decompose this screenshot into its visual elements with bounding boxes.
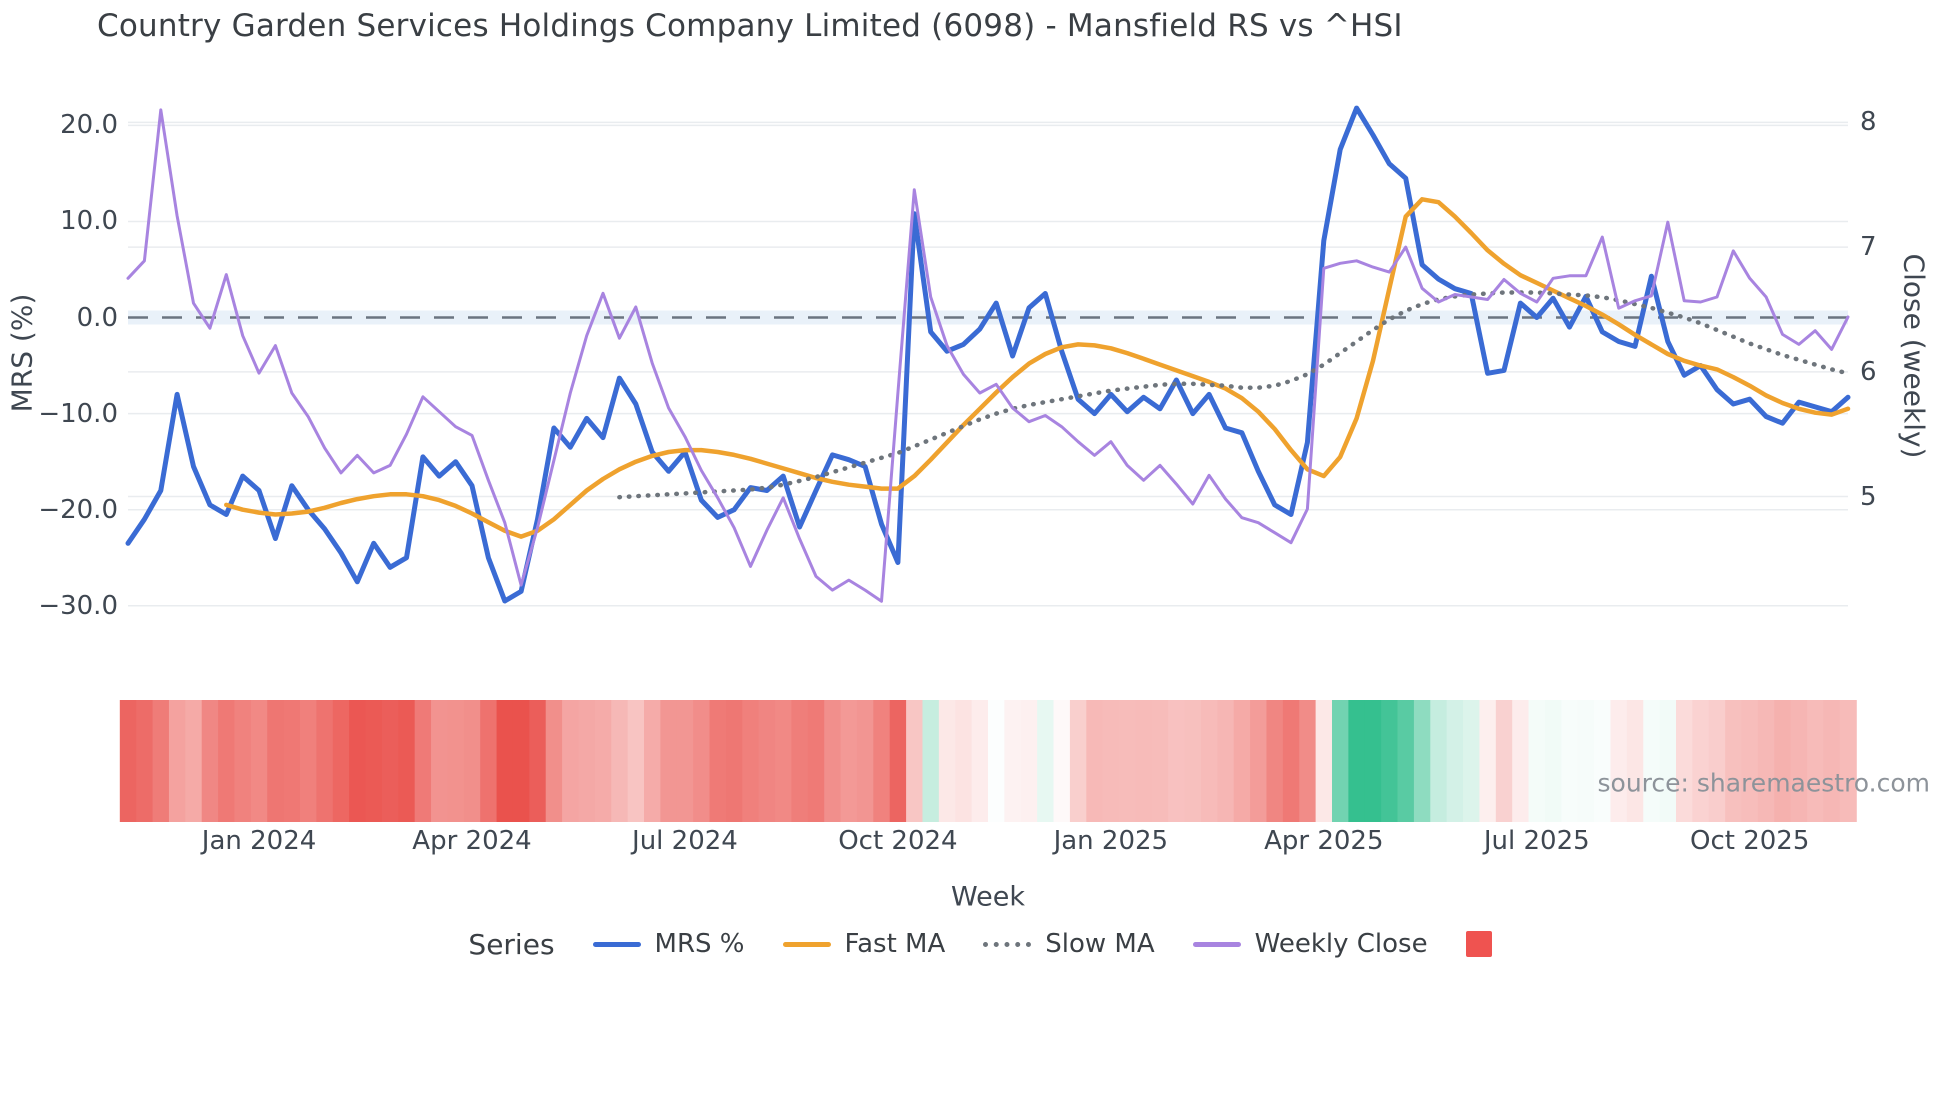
left-axis-tick: −20.0 [38,494,118,525]
series-lines [125,105,1851,604]
right-axis-tick: 7 [1860,232,1877,263]
legend-item-heatmap[interactable] [1465,931,1492,957]
legend-item-label: MRS % [654,929,745,959]
x-axis-tick: Jul 2024 [632,826,738,856]
legend-item-label: Weekly Close [1254,929,1428,959]
right-axis-title: Close (weekly) [1897,253,1931,459]
x-axis-tick: Apr 2025 [1264,826,1384,856]
x-axis-tick: Oct 2025 [1690,826,1810,856]
x-axis-tick: Jan 2025 [1053,826,1169,856]
x-axis-tick: Oct 2024 [838,826,958,856]
gridlines [128,121,1848,607]
page-title: Country Garden Services Holdings Company… [97,8,1403,44]
left-axis-tick: 10.0 [60,206,118,237]
legend-line-icon [1192,941,1241,947]
x-axis-tick: Jul 2025 [1483,826,1590,856]
series-line-fast-ma [224,197,1851,539]
legend-title: Series [468,927,555,961]
legend-item-weekly-close[interactable]: Weekly Close [1192,929,1428,959]
series-line-weekly-close [126,108,1850,603]
series-line-mrs- [125,105,1851,604]
legend-item-label: Slow MA [1045,929,1155,959]
legend-line-icon [782,941,831,947]
left-axis-tick: 0.0 [76,302,118,333]
legend-item-fast-ma[interactable]: Fast MA [782,929,946,959]
left-axis-tick: −30.0 [38,590,118,621]
legend-line-icon [592,941,641,947]
right-axis-tick: 5 [1860,481,1877,512]
right-axis-tick: 6 [1860,356,1877,387]
left-axis-tick: 20.0 [60,110,118,141]
x-axis-tick: Jan 2024 [201,826,317,856]
legend-item-label: Fast MA [844,929,946,959]
x-axis-title: Week [951,881,1025,913]
legend-item-mrs-[interactable]: MRS % [592,929,745,959]
legend-dotted-line-icon [983,941,1032,947]
right-axis-tick: 8 [1860,107,1877,138]
legend: Series MRS % Fast MA Slow MA Weekly Close [0,924,1960,964]
legend-heatmap-swatch-icon [1465,931,1492,957]
x-axis-tick: Apr 2024 [412,826,532,856]
source-note: source: sharemaestro.com [1597,768,1931,798]
series-line-slow-ma [617,290,1851,500]
legend-item-slow-ma[interactable]: Slow MA [983,929,1155,959]
left-axis-tick: −10.0 [38,398,118,429]
heatmap-strip [119,700,1857,822]
